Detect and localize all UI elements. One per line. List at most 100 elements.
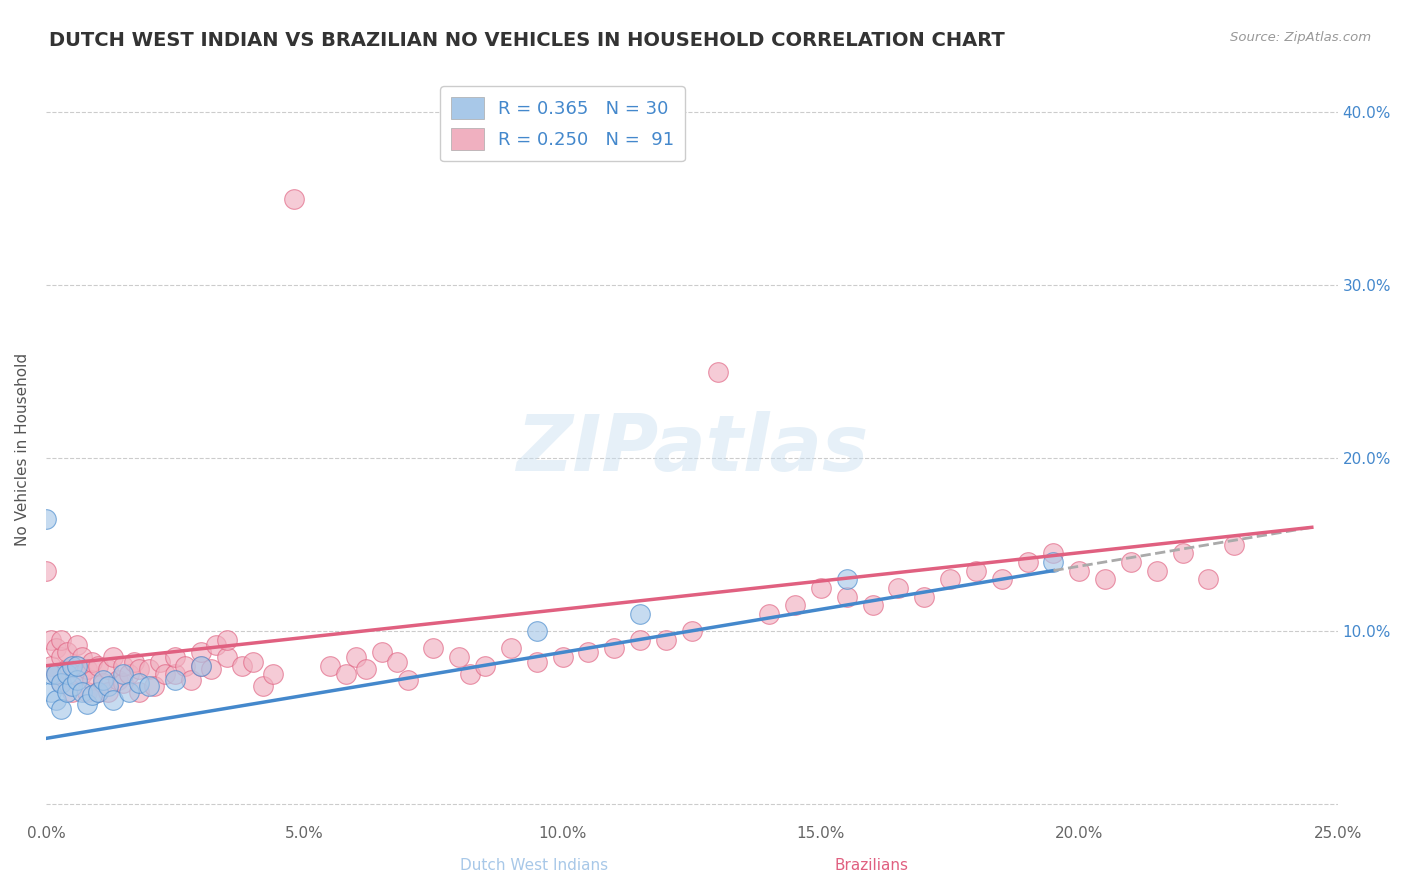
Point: [45, 641, 67, 656]
Point: [396, 673, 419, 687]
Point: [128, 684, 150, 698]
Point: [82, 688, 104, 702]
Point: [1069, 564, 1091, 578]
Point: [101, 693, 124, 707]
Point: [835, 572, 858, 586]
Point: [97, 680, 120, 694]
Point: [91, 673, 114, 687]
Point: [835, 590, 858, 604]
Point: [60, 680, 83, 694]
Point: [60, 684, 83, 698]
Point: [231, 658, 253, 673]
Point: [128, 676, 150, 690]
Point: [965, 564, 987, 578]
Point: [55, 667, 77, 681]
Point: [215, 632, 238, 647]
Point: [758, 607, 780, 621]
Point: [122, 655, 145, 669]
Point: [578, 645, 600, 659]
Text: Brazilians: Brazilians: [835, 858, 908, 872]
Point: [101, 650, 124, 665]
Point: [76, 684, 98, 698]
Point: [138, 662, 160, 676]
Point: [97, 662, 120, 676]
Text: Source: ZipAtlas.com: Source: ZipAtlas.com: [1230, 31, 1371, 45]
Point: [474, 658, 496, 673]
Point: [344, 650, 367, 665]
Point: [51, 676, 73, 690]
Point: [76, 662, 98, 676]
Point: [319, 658, 342, 673]
Point: [51, 650, 73, 665]
Point: [117, 684, 139, 698]
Point: [180, 673, 202, 687]
Point: [45, 667, 67, 681]
Point: [35, 511, 58, 525]
Point: [39, 684, 62, 698]
Point: [70, 667, 93, 681]
Point: [76, 697, 98, 711]
Point: [862, 598, 884, 612]
Point: [165, 667, 187, 681]
Point: [86, 684, 108, 698]
Point: [190, 658, 212, 673]
Y-axis label: No Vehicles in Household: No Vehicles in Household: [15, 353, 30, 546]
Point: [1042, 555, 1064, 569]
Point: [165, 673, 187, 687]
Text: ZIPatlas: ZIPatlas: [516, 411, 868, 487]
Point: [190, 645, 212, 659]
Legend: R = 0.365   N = 30, R = 0.250   N =  91: R = 0.365 N = 30, R = 0.250 N = 91: [440, 87, 685, 161]
Point: [335, 667, 357, 681]
Point: [1017, 555, 1039, 569]
Point: [138, 680, 160, 694]
Point: [66, 658, 89, 673]
Point: [1042, 546, 1064, 560]
Point: [82, 655, 104, 669]
Point: [371, 645, 394, 659]
Text: DUTCH WEST INDIAN VS BRAZILIAN NO VEHICLES IN HOUSEHOLD CORRELATION CHART: DUTCH WEST INDIAN VS BRAZILIAN NO VEHICL…: [49, 31, 1005, 50]
Point: [45, 667, 67, 681]
Point: [1146, 564, 1168, 578]
Point: [1223, 538, 1246, 552]
Point: [200, 662, 222, 676]
Point: [628, 607, 651, 621]
Text: Dutch West Indians: Dutch West Indians: [460, 858, 609, 872]
Point: [499, 641, 522, 656]
Point: [86, 658, 108, 673]
Point: [39, 667, 62, 681]
Point: [60, 658, 83, 673]
Point: [165, 650, 187, 665]
Point: [60, 667, 83, 681]
Point: [1119, 555, 1142, 569]
Point: [283, 192, 305, 206]
Point: [991, 572, 1014, 586]
Point: [458, 667, 481, 681]
Point: [422, 641, 444, 656]
Point: [551, 650, 574, 665]
Point: [39, 632, 62, 647]
Point: [262, 667, 284, 681]
Point: [449, 650, 471, 665]
Point: [628, 632, 651, 647]
Point: [1198, 572, 1220, 586]
Point: [785, 598, 807, 612]
Point: [1171, 546, 1194, 560]
Point: [810, 581, 832, 595]
Point: [55, 645, 77, 659]
Point: [66, 658, 89, 673]
Point: [939, 572, 962, 586]
Point: [526, 655, 548, 669]
Point: [681, 624, 703, 639]
Point: [190, 658, 212, 673]
Point: [55, 684, 77, 698]
Point: [51, 632, 73, 647]
Point: [912, 590, 935, 604]
Point: [112, 667, 135, 681]
Point: [66, 673, 89, 687]
Point: [174, 658, 197, 673]
Point: [51, 676, 73, 690]
Point: [107, 673, 129, 687]
Point: [51, 702, 73, 716]
Point: [1094, 572, 1116, 586]
Point: [153, 667, 176, 681]
